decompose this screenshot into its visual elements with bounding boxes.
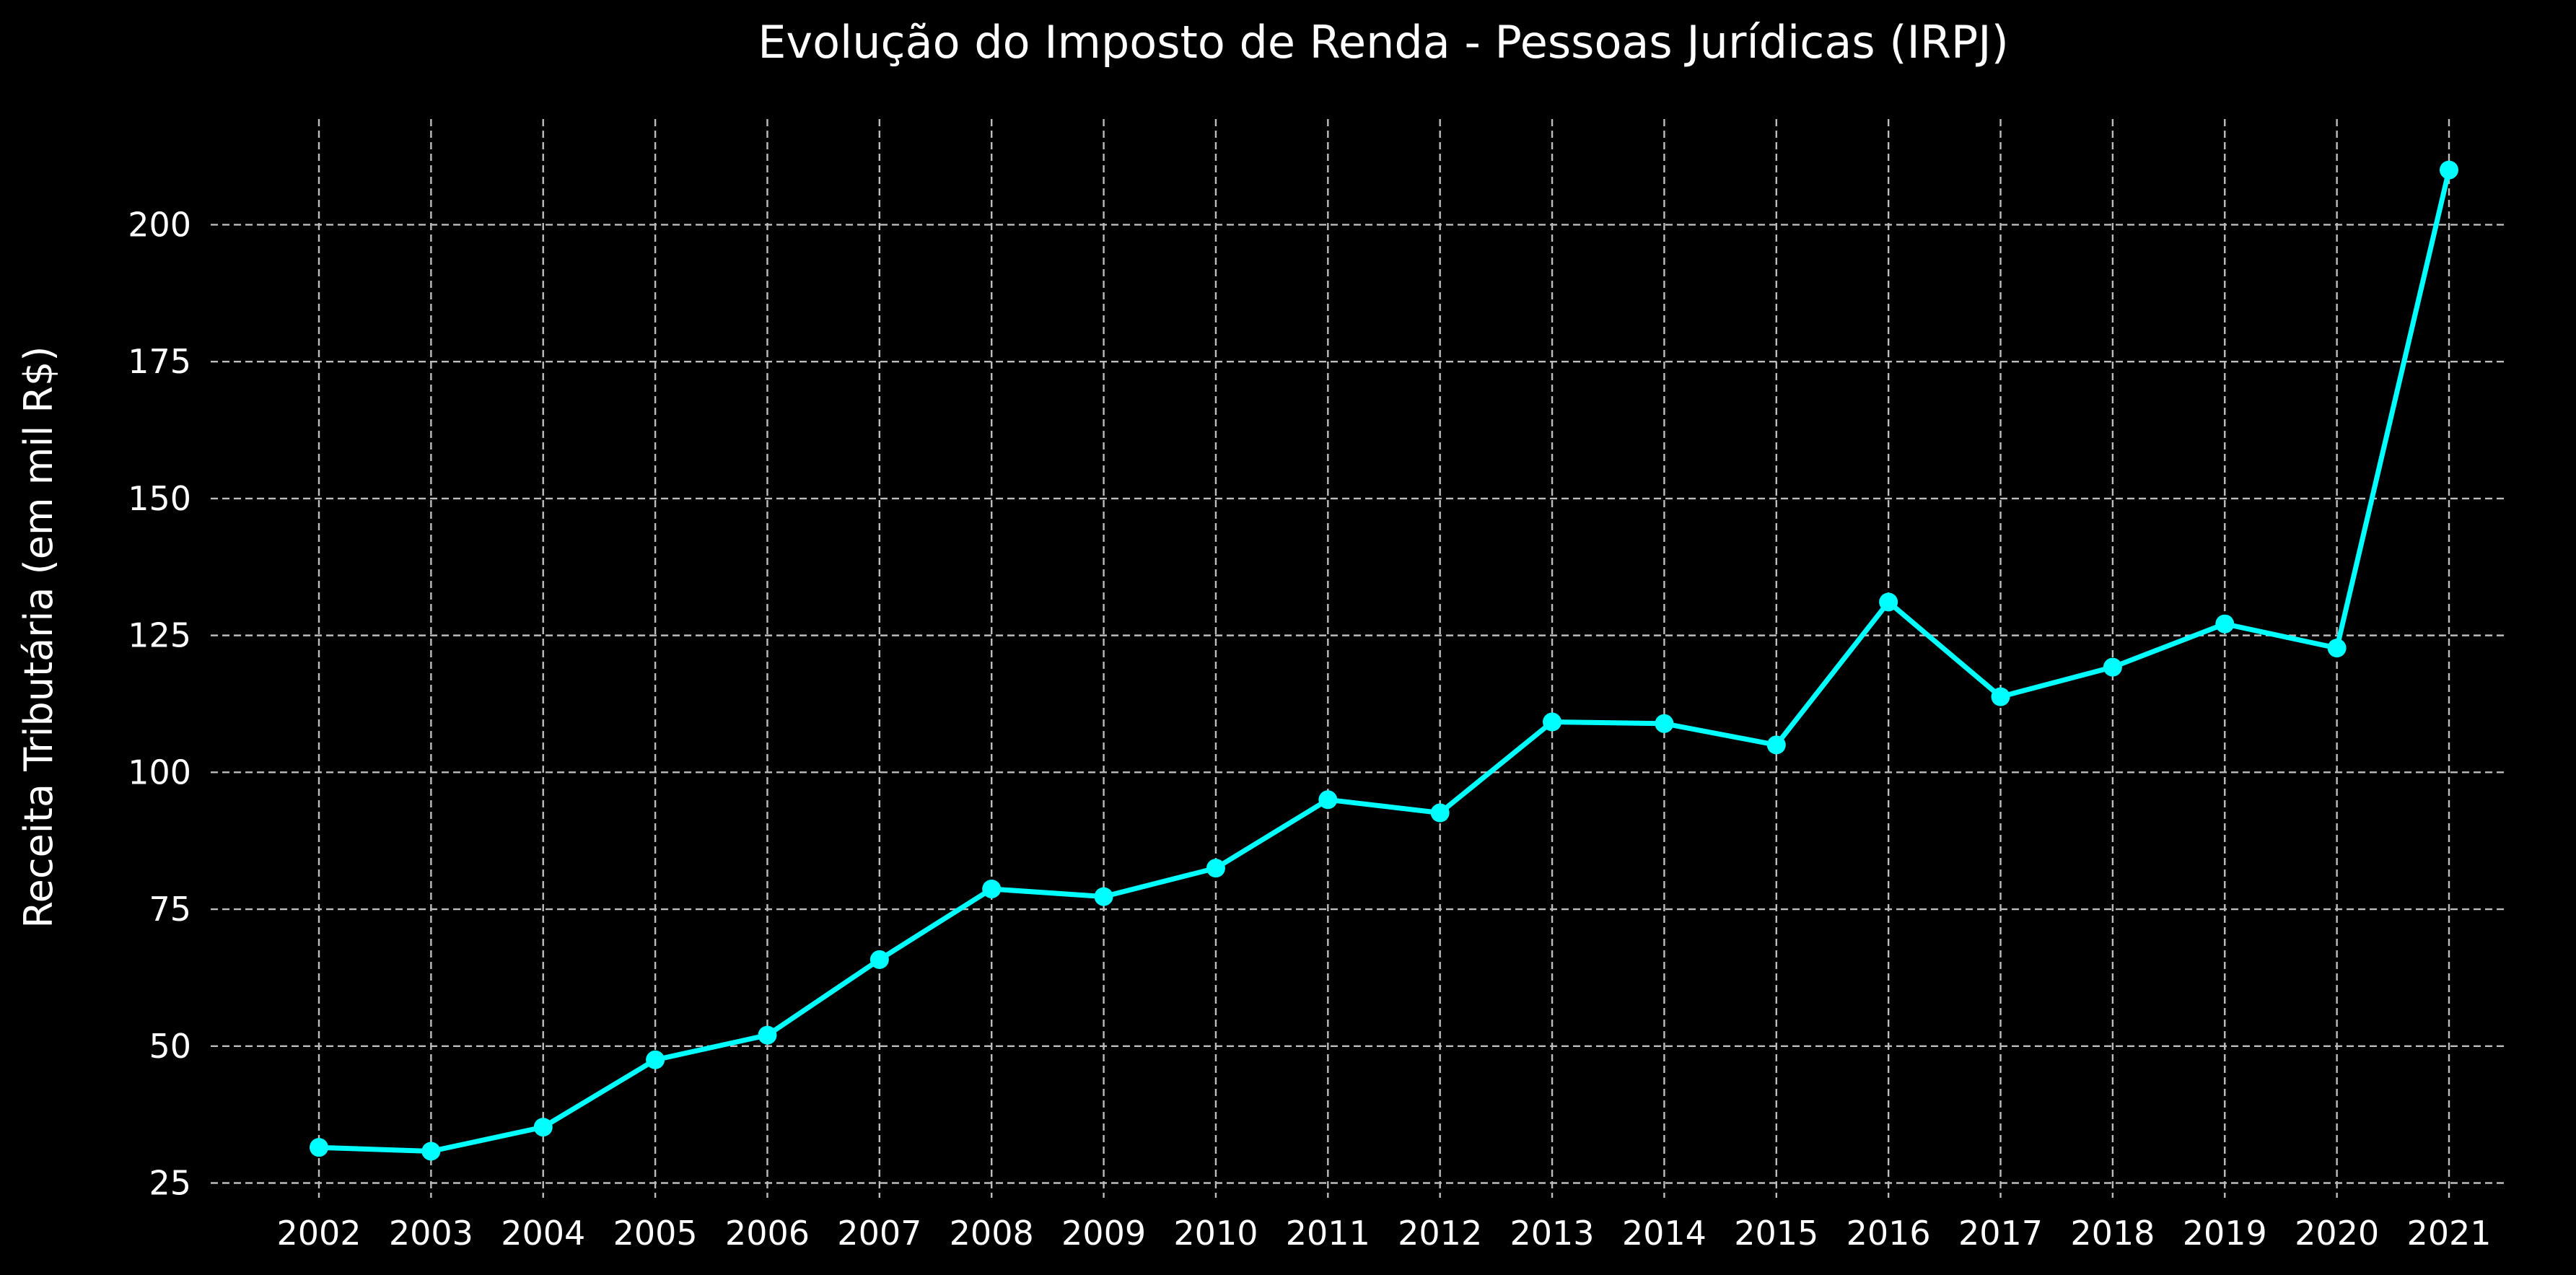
data-point — [869, 950, 889, 969]
data-point — [982, 879, 1002, 898]
data-point — [2215, 614, 2235, 634]
y-tick-label: 150 — [128, 479, 191, 518]
series-line — [316, 167, 2452, 1154]
x-tick-label: 2010 — [1173, 1214, 1258, 1253]
y-tick-label: 100 — [128, 753, 191, 792]
x-tick-label: 2008 — [950, 1214, 1034, 1253]
x-tick-label: 2005 — [613, 1214, 698, 1253]
data-point — [2440, 160, 2458, 180]
data-point — [2103, 657, 2122, 677]
x-tick-label: 2017 — [1958, 1214, 2043, 1253]
chart-title: Evolução do Imposto de Renda - Pessoas J… — [758, 16, 2009, 69]
y-tick-label: 50 — [149, 1027, 191, 1066]
x-tick-label: 2012 — [1398, 1214, 1482, 1253]
data-point — [1206, 859, 1225, 878]
data-point — [1094, 887, 1113, 906]
x-tick-label: 2021 — [2406, 1214, 2491, 1253]
x-tick-label: 2016 — [1846, 1214, 1931, 1253]
x-tick-label: 2018 — [2070, 1214, 2155, 1253]
x-axis-tick-labels: 2002 2003 2004 2005 2006 2007 2008 2009 2010 2011… — [276, 1214, 2491, 1253]
x-tick-label: 2014 — [1622, 1214, 1707, 1253]
y-axis-label: Receita Tributária (em mil R$) — [16, 346, 61, 929]
x-tick-label: 2002 — [276, 1214, 361, 1253]
x-tick-label: 2007 — [837, 1214, 921, 1253]
y-axis-tick-labels: 25 50 75 100 125 150 175 200 — [128, 205, 191, 1202]
data-series — [310, 160, 2458, 1161]
x-tick-label: 2020 — [2295, 1214, 2379, 1253]
y-tick-label: 125 — [128, 616, 191, 655]
data-point — [310, 1138, 328, 1157]
data-point — [1766, 735, 1786, 755]
data-point — [1991, 687, 2010, 706]
data-point — [533, 1118, 553, 1137]
data-point — [646, 1050, 665, 1069]
data-point — [758, 1025, 777, 1045]
data-point — [1879, 592, 1898, 612]
y-tick-label: 175 — [128, 342, 191, 381]
x-tick-label: 2019 — [2183, 1214, 2267, 1253]
grid-lines — [211, 119, 2508, 1198]
x-tick-label: 2003 — [389, 1214, 473, 1253]
x-tick-label: 2004 — [501, 1214, 585, 1253]
data-point — [1318, 790, 1338, 810]
y-tick-label: 200 — [128, 205, 191, 244]
x-tick-label: 2011 — [1286, 1214, 1370, 1253]
data-point — [1430, 803, 1450, 823]
x-tick-label: 2015 — [1734, 1214, 1818, 1253]
y-tick-label: 25 — [149, 1164, 191, 1203]
data-point — [421, 1142, 441, 1161]
x-tick-label: 2009 — [1061, 1214, 1146, 1253]
y-tick-label: 75 — [149, 890, 191, 929]
data-point — [1543, 712, 1562, 732]
x-tick-label: 2013 — [1510, 1214, 1595, 1253]
x-tick-label: 2006 — [725, 1214, 810, 1253]
data-point — [1655, 714, 1674, 733]
data-point — [2327, 639, 2347, 658]
